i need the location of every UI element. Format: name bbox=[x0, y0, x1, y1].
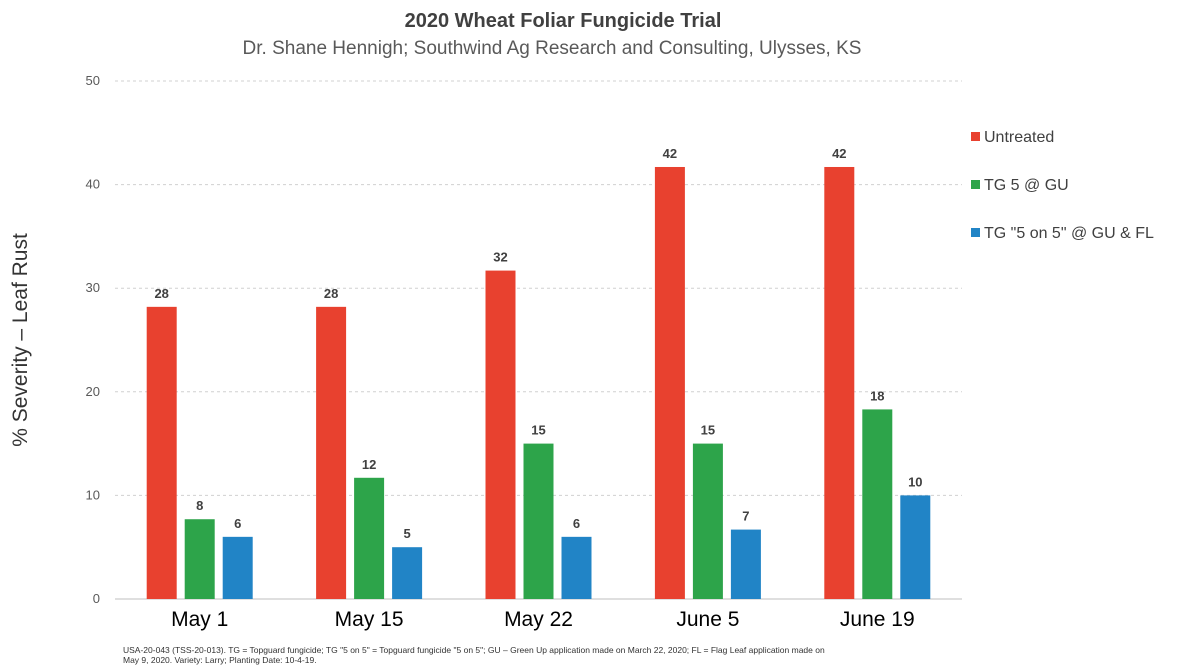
bar-2-1 bbox=[184, 519, 215, 599]
legend-label: Untreated bbox=[984, 129, 1054, 146]
y-tick-label: 20 bbox=[86, 384, 100, 399]
y-tick-label: 10 bbox=[86, 487, 100, 502]
data-label: 6 bbox=[573, 516, 580, 531]
x-tick-label: May 15 bbox=[335, 608, 404, 631]
x-tick-label: June 19 bbox=[840, 608, 915, 631]
bar-3-3 bbox=[561, 536, 592, 599]
y-tick-label: 50 bbox=[86, 73, 100, 88]
x-tick-label: June 5 bbox=[676, 608, 739, 631]
y-tick-label: 0 bbox=[93, 591, 100, 606]
y-axis-label: % Severity – Leaf Rust bbox=[9, 233, 32, 447]
data-label: 42 bbox=[832, 146, 846, 161]
data-label: 18 bbox=[870, 388, 884, 403]
legend-label: TG "5 on 5" @ GU & FL bbox=[984, 225, 1154, 242]
bar-1-1 bbox=[146, 306, 177, 599]
bar-1-4 bbox=[654, 166, 685, 599]
bar-3-5 bbox=[900, 495, 931, 599]
chart-subtitle: Dr. Shane Hennigh; Southwind Ag Research… bbox=[243, 38, 862, 59]
legend-swatch bbox=[971, 180, 980, 189]
bar-2-2 bbox=[354, 477, 385, 599]
legend-label: TG 5 @ GU bbox=[984, 177, 1069, 194]
y-tick-label: 40 bbox=[86, 177, 100, 192]
chart-title: 2020 Wheat Foliar Fungicide Trial bbox=[405, 10, 722, 32]
data-label: 6 bbox=[234, 516, 241, 531]
data-label: 8 bbox=[196, 498, 203, 513]
footnote: USA-20-043 (TSS-20-013). TG = Topguard f… bbox=[123, 645, 1003, 665]
data-label: 28 bbox=[154, 286, 168, 301]
data-label: 15 bbox=[531, 423, 545, 438]
footnote-line-2: May 9, 2020. Variety: Larry; Planting Da… bbox=[123, 655, 317, 665]
data-label: 28 bbox=[324, 286, 338, 301]
bar-2-4 bbox=[692, 443, 723, 599]
data-label: 5 bbox=[403, 526, 410, 541]
data-label: 7 bbox=[742, 509, 749, 524]
bar-3-4 bbox=[730, 529, 761, 599]
data-label: 10 bbox=[908, 474, 922, 489]
legend-swatch bbox=[971, 132, 980, 141]
footnote-line-1: USA-20-043 (TSS-20-013). TG = Topguard f… bbox=[123, 645, 825, 655]
bar-2-5 bbox=[862, 409, 893, 599]
data-label: 32 bbox=[493, 250, 507, 265]
y-tick-label: 30 bbox=[86, 280, 100, 295]
bar-2-3 bbox=[523, 443, 554, 599]
bar-1-2 bbox=[316, 306, 347, 599]
bar-3-2 bbox=[392, 547, 423, 599]
data-label: 42 bbox=[663, 146, 677, 161]
bar-3-1 bbox=[222, 536, 253, 599]
x-tick-label: May 1 bbox=[171, 608, 228, 631]
bar-1-5 bbox=[824, 166, 855, 599]
legend-swatch bbox=[971, 228, 980, 237]
x-tick-label: May 22 bbox=[504, 608, 573, 631]
bar-1-3 bbox=[485, 270, 516, 599]
data-label: 15 bbox=[701, 423, 715, 438]
data-label: 12 bbox=[362, 457, 376, 472]
